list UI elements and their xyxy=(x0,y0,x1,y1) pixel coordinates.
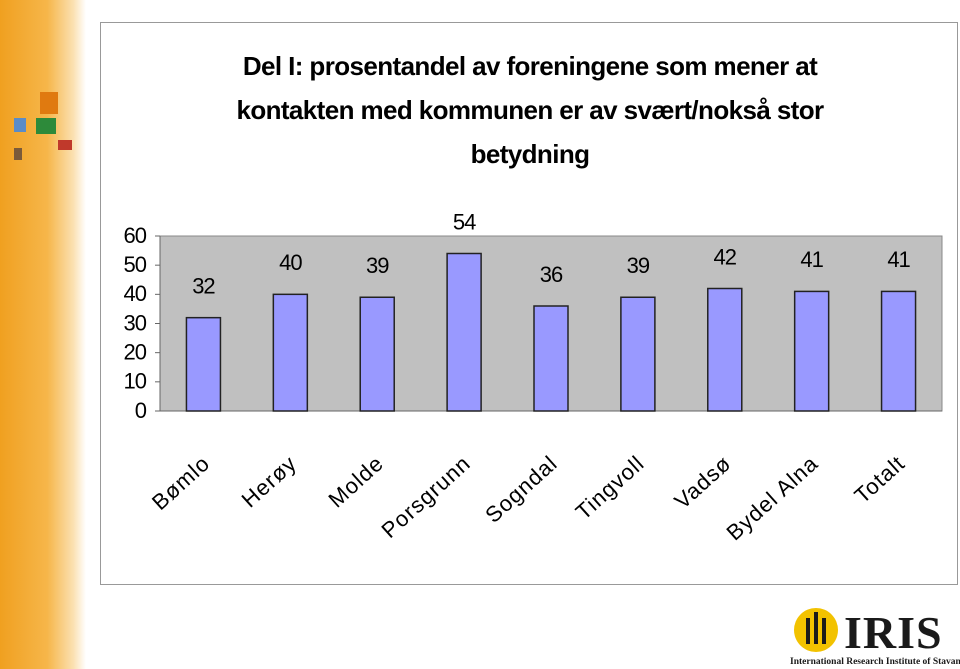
data-label: 36 xyxy=(540,262,563,287)
y-tick-label: 0 xyxy=(135,398,147,423)
data-label: 42 xyxy=(714,244,737,269)
bar xyxy=(185,316,222,412)
chart-title: Del I: prosentandel av foreningene som m… xyxy=(236,51,824,169)
bar xyxy=(707,287,743,412)
data-label: 32 xyxy=(192,273,215,298)
bar xyxy=(793,290,830,412)
x-tick-label: Totalt xyxy=(850,450,910,508)
data-label: 39 xyxy=(627,253,650,278)
decor-square xyxy=(40,92,58,114)
y-tick-label: 60 xyxy=(124,223,147,248)
decor-square xyxy=(14,118,26,132)
logo-emblem-part xyxy=(814,612,818,644)
data-label: 39 xyxy=(366,253,389,278)
y-tick-label: 50 xyxy=(124,252,147,277)
bar xyxy=(620,296,656,412)
logo-emblem-part xyxy=(822,618,826,644)
x-tick-label: Bømlo xyxy=(147,450,215,514)
data-label: 41 xyxy=(887,247,910,272)
y-tick-label: 40 xyxy=(124,281,147,306)
bar xyxy=(446,252,482,412)
y-tick-label: 30 xyxy=(124,310,147,335)
bar xyxy=(359,296,395,412)
logo-name: IRIS xyxy=(844,607,943,658)
data-label: 54 xyxy=(453,209,476,234)
bar xyxy=(272,293,309,412)
decor-square xyxy=(58,140,72,150)
decor-square xyxy=(14,148,22,160)
data-label: 41 xyxy=(800,247,823,272)
x-tick-label: Herøy xyxy=(237,450,302,512)
y-tick-label: 10 xyxy=(124,369,147,394)
x-tick-label: Tingvoll xyxy=(571,450,649,524)
x-tick-label: Porsgrunn xyxy=(376,450,475,543)
bar xyxy=(880,290,917,412)
decor-square xyxy=(36,118,56,134)
y-tick-label: 20 xyxy=(124,339,147,364)
x-tick-label: Molde xyxy=(323,450,388,512)
logo-tagline: International Research Institute of Stav… xyxy=(790,657,960,667)
bar xyxy=(533,305,569,412)
data-label: 40 xyxy=(279,250,302,275)
logo-emblem-part xyxy=(806,618,810,644)
x-tick-label: Sogndal xyxy=(480,450,562,527)
x-tick-label: Vadsø xyxy=(670,450,736,513)
x-tick-label: Bydel Alna xyxy=(721,450,822,545)
